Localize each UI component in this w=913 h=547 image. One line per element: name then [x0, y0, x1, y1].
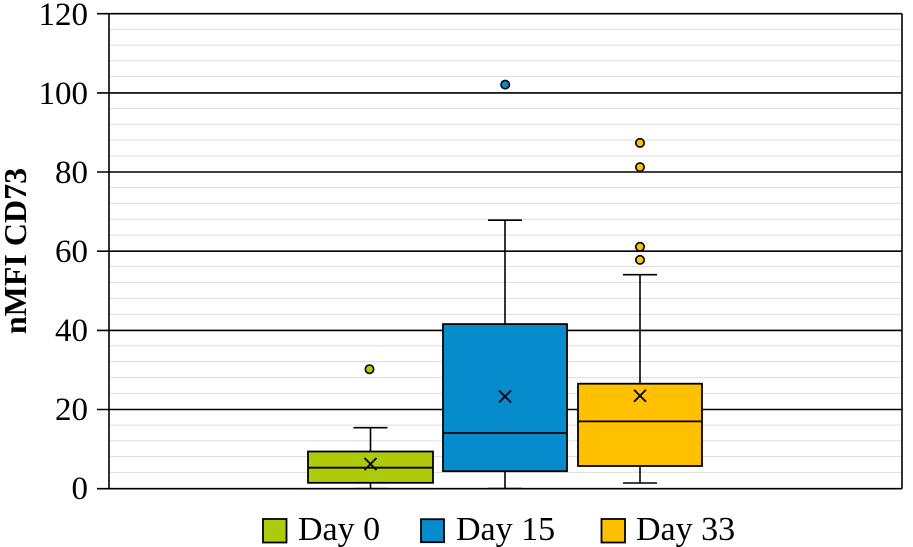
svg-text:0: 0 [72, 471, 89, 507]
svg-text:60: 60 [55, 234, 88, 270]
svg-text:nMFI CD73: nMFI CD73 [0, 168, 33, 334]
svg-text:40: 40 [55, 313, 88, 349]
svg-text:Day 33: Day 33 [636, 511, 735, 547]
svg-text:100: 100 [39, 76, 89, 112]
svg-text:Day 0: Day 0 [298, 511, 380, 547]
svg-text:120: 120 [39, 0, 89, 33]
svg-text:20: 20 [55, 392, 88, 428]
svg-text:80: 80 [55, 155, 88, 191]
svg-text:Day 15: Day 15 [456, 511, 555, 547]
